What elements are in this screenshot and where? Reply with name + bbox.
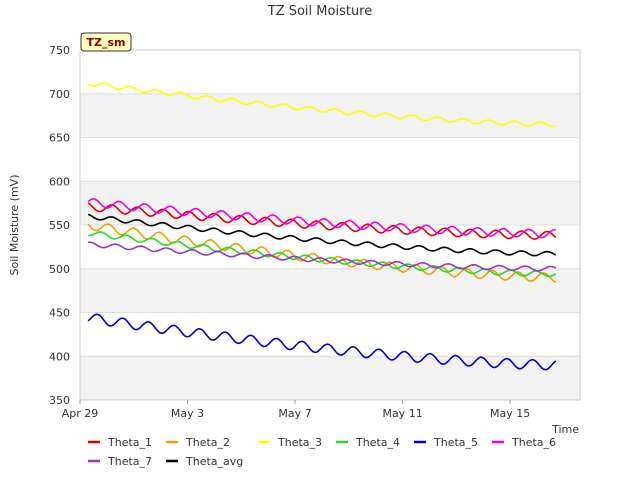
x-tick-labels: Apr 29 May 3 May 7 May 11 May 15: [62, 400, 530, 420]
legend-label: Theta_5: [433, 436, 478, 449]
x-tick-label: May 7: [278, 407, 311, 420]
y-tick-350: 350: [49, 394, 70, 407]
legend-label: Theta_7: [107, 455, 152, 468]
y-tick-550: 550: [49, 219, 70, 232]
legend-item-theta-3: Theta_3: [258, 436, 322, 449]
legend-label: Theta_6: [511, 436, 556, 449]
legend-item-theta-6: Theta_6: [492, 436, 556, 449]
y-tick-750: 750: [49, 44, 70, 57]
series-theta-avg-line: [87, 213, 557, 257]
legend-item-theta-5: Theta_5: [414, 436, 478, 449]
y-tick-650: 650: [49, 132, 70, 145]
legend-item-theta-2: Theta_2: [166, 436, 230, 449]
x-tick-label: May 15: [490, 407, 530, 420]
legend-label: Theta_avg: [185, 455, 243, 468]
chart-title: TZ Soil Moisture: [267, 4, 373, 19]
band-450: [80, 268, 580, 313]
tz-sm-badge: TZ_sm: [80, 32, 132, 52]
legend-label: Theta_1: [107, 436, 152, 449]
legend-label: Theta_2: [185, 436, 230, 449]
y-tick-400: 400: [49, 350, 70, 363]
y-tick-700: 700: [49, 88, 70, 101]
series-theta-4-line: [88, 231, 557, 278]
legend-item-theta-7: Theta_7: [88, 455, 152, 468]
y-axis-label: Soil Moisture (mV): [8, 175, 21, 276]
badge-label: TZ_sm: [87, 36, 126, 49]
series-theta-3-line: [87, 82, 556, 128]
band-650: [80, 93, 580, 138]
y-tick-600: 600: [49, 175, 70, 188]
x-tick-label: Apr 29: [62, 407, 99, 420]
x-axis-label: Time: [551, 423, 579, 436]
series-lines: [87, 82, 557, 371]
band-350: [80, 356, 580, 400]
x-tick-label: May 3: [171, 407, 204, 420]
x-tick-label: May 11: [382, 407, 422, 420]
series-theta-7-line: [88, 241, 557, 272]
plot-frame: [79, 49, 581, 401]
y-tick-450: 450: [49, 307, 70, 320]
series-theta-5-line: [87, 313, 557, 371]
legend-label: Theta_3: [277, 436, 322, 449]
legend: Theta_1 Theta_2 Theta_3 Theta_4 Theta_5 Theta…: [88, 436, 556, 468]
legend-item-theta-1: Theta_1: [88, 436, 152, 449]
y-tick-500: 500: [49, 263, 70, 276]
y-tick-labels: 350 400 450 500 550 600 650 700 750: [49, 44, 70, 407]
series-theta-6-line: [87, 198, 556, 239]
plot-background-bands: [80, 93, 580, 400]
legend-label: Theta_4: [355, 436, 400, 449]
legend-item-theta-4: Theta_4: [336, 436, 400, 449]
badge-box: [80, 32, 132, 52]
band-550: [80, 181, 580, 225]
series-theta-1-line: [87, 202, 557, 240]
legend-item-theta-avg: Theta_avg: [166, 455, 243, 468]
